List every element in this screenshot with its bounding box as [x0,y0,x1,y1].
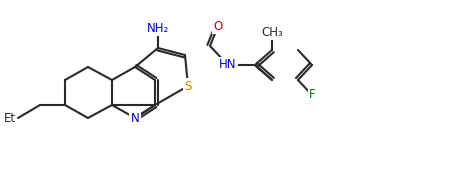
Text: S: S [184,79,192,92]
Text: HN: HN [219,59,237,72]
Text: O: O [213,20,222,33]
Text: Et: Et [4,111,16,124]
Text: CH₃: CH₃ [261,25,283,38]
Text: F: F [308,89,315,102]
Text: N: N [130,111,140,124]
Text: NH₂: NH₂ [147,21,169,35]
